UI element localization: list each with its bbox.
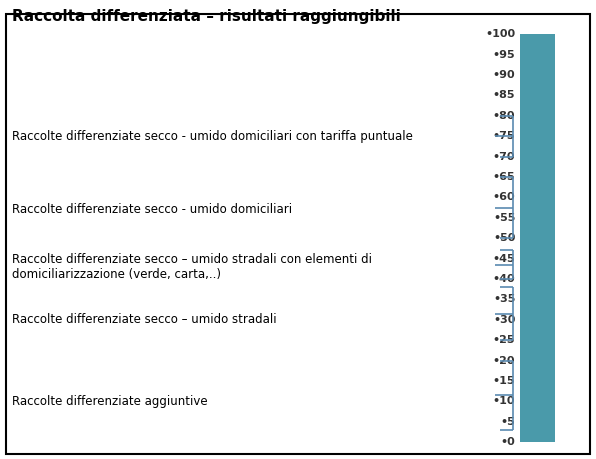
Text: •55: •55 [493, 213, 516, 223]
Text: •75: •75 [493, 131, 516, 141]
Text: •20: •20 [493, 356, 516, 365]
Text: •15: •15 [493, 376, 516, 386]
Text: •60: •60 [493, 192, 516, 202]
Text: •85: •85 [493, 90, 516, 101]
Text: •80: •80 [493, 111, 516, 121]
Text: •100: •100 [485, 29, 516, 39]
Text: •10: •10 [493, 397, 516, 406]
Bar [520, 34, 555, 442]
Text: •40: •40 [493, 274, 516, 284]
Text: •50: •50 [493, 233, 516, 243]
Text: •45: •45 [493, 253, 516, 263]
Text: •5: •5 [501, 417, 516, 427]
Text: •95: •95 [493, 50, 516, 60]
Text: Raccolta differenziata – risultati raggiungibili: Raccolta differenziata – risultati raggi… [12, 9, 401, 24]
Text: Raccolte differenziate secco - umido domiciliari: Raccolte differenziate secco - umido dom… [12, 203, 292, 216]
Text: •30: •30 [493, 315, 516, 325]
Text: •65: •65 [493, 172, 516, 182]
Text: Raccolte differenziate secco – umido stradali: Raccolte differenziate secco – umido str… [12, 313, 277, 326]
Text: •0: •0 [501, 437, 516, 447]
Text: Raccolte differenziate secco – umido stradali con elementi di
domiciliarizzazion: Raccolte differenziate secco – umido str… [12, 253, 372, 281]
Text: •35: •35 [493, 294, 516, 304]
Text: Raccolte differenziate secco - umido domiciliari con tariffa puntuale: Raccolte differenziate secco - umido dom… [12, 130, 412, 143]
Text: •25: •25 [493, 335, 516, 345]
Text: •90: •90 [493, 70, 516, 80]
Text: Raccolte differenziate aggiuntive: Raccolte differenziate aggiuntive [12, 395, 207, 408]
Text: •70: •70 [493, 151, 516, 162]
